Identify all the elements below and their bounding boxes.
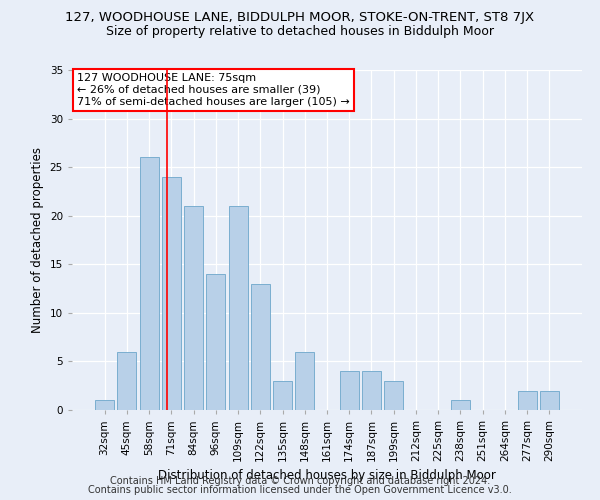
Bar (95, 400, 114, 410)
Bar (540, 390, 559, 410)
Bar (251, 284, 270, 410)
Text: Contains HM Land Registry data © Crown copyright and database right 2024.: Contains HM Land Registry data © Crown c… (110, 476, 490, 486)
X-axis label: Distribution of detached houses by size in Biddulph Moor: Distribution of detached houses by size … (158, 470, 496, 482)
Bar (184, 206, 203, 410)
Bar (273, 381, 292, 410)
Bar (140, 158, 158, 410)
Bar (229, 206, 248, 410)
Bar (295, 352, 314, 410)
Bar (362, 371, 381, 410)
Bar (384, 381, 403, 410)
Text: 127 WOODHOUSE LANE: 75sqm
← 26% of detached houses are smaller (39)
71% of semi-: 127 WOODHOUSE LANE: 75sqm ← 26% of detac… (77, 74, 350, 106)
Bar (451, 400, 470, 410)
Bar (206, 274, 225, 410)
Y-axis label: Number of detached properties: Number of detached properties (31, 147, 44, 333)
Bar (162, 177, 181, 410)
Text: Contains public sector information licensed under the Open Government Licence v3: Contains public sector information licen… (88, 485, 512, 495)
Text: 127, WOODHOUSE LANE, BIDDULPH MOOR, STOKE-ON-TRENT, ST8 7JX: 127, WOODHOUSE LANE, BIDDULPH MOOR, STOK… (65, 12, 535, 24)
Bar (518, 390, 536, 410)
Text: Size of property relative to detached houses in Biddulph Moor: Size of property relative to detached ho… (106, 25, 494, 38)
Bar (340, 371, 359, 410)
Bar (118, 352, 136, 410)
